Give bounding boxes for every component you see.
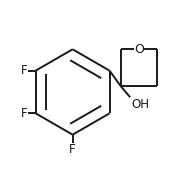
Text: F: F xyxy=(69,143,76,156)
Text: F: F xyxy=(21,107,27,120)
Text: OH: OH xyxy=(131,98,149,111)
Text: F: F xyxy=(21,64,27,77)
Text: O: O xyxy=(134,43,144,56)
